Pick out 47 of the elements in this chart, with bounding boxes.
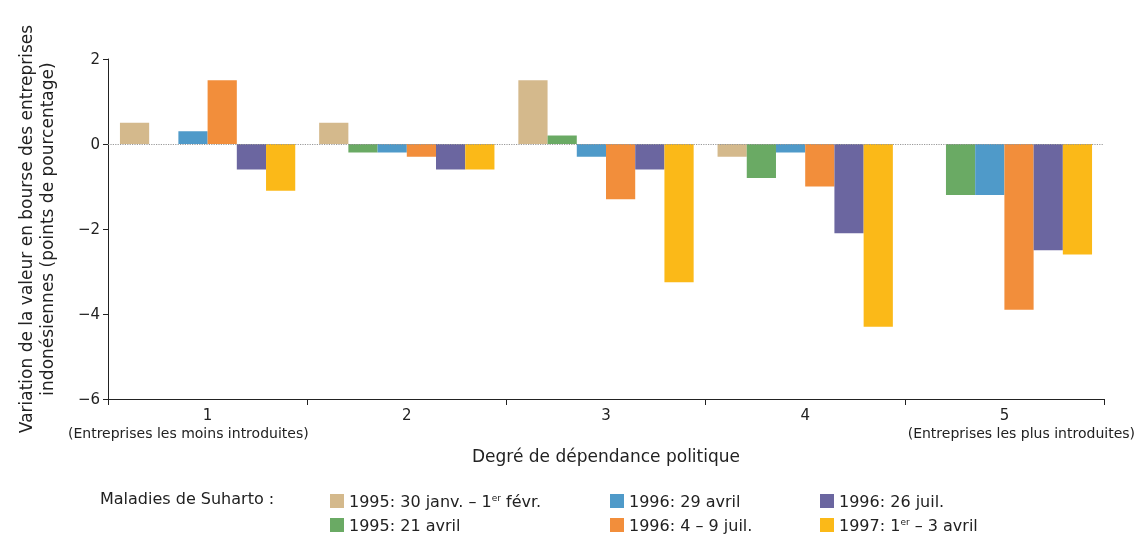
y-tick-label: −6 <box>77 390 100 408</box>
bar <box>834 144 864 234</box>
y-axis-title: Variation de la valeur en bourse des entreprises indonésiennes (points de pourcentage) <box>15 24 57 434</box>
bar <box>547 135 577 144</box>
x-tick-label: 3 <box>601 405 611 424</box>
legend-label: 1996: 29 avril <box>629 491 741 511</box>
x-tick-label: 4 <box>800 405 810 424</box>
bar <box>664 144 694 283</box>
bar <box>236 144 267 170</box>
bar <box>775 144 806 153</box>
bar <box>746 144 776 178</box>
bar <box>606 144 636 200</box>
x-tick-label: 5 <box>999 405 1010 424</box>
y-tick-label: 2 <box>90 50 100 68</box>
legend-label: 1996: 4 – 9 juil. <box>629 515 753 535</box>
bar <box>266 144 296 191</box>
y-tick-label: 0 <box>90 135 100 153</box>
bar <box>945 144 976 195</box>
legend-label: 1996: 26 juil. <box>839 491 945 511</box>
y-tick-label: −4 <box>77 305 100 323</box>
bar <box>975 144 1005 195</box>
bar <box>863 144 893 327</box>
bar <box>348 144 378 153</box>
y-tick-label: −2 <box>77 220 100 238</box>
bar <box>119 122 150 144</box>
bar <box>465 144 495 170</box>
bar <box>406 144 437 157</box>
bar <box>1033 144 1063 251</box>
text: (Entreprises les moins introduites) <box>68 425 309 441</box>
bar <box>178 131 208 144</box>
bar <box>436 144 466 170</box>
x-axis-title: Degré de dépendance politique <box>472 445 740 466</box>
bar <box>1062 144 1093 255</box>
x-tick-label: 2 <box>402 405 412 424</box>
bar <box>635 144 665 170</box>
bar <box>805 144 835 187</box>
legend-label: 1995: 21 avril <box>349 515 461 535</box>
bar <box>319 122 349 144</box>
bar <box>1004 144 1034 310</box>
bar <box>207 80 237 144</box>
x-tick-label: 1 <box>202 405 213 424</box>
legend-title: Maladies de Suharto : <box>100 488 275 508</box>
text: (Entreprises les plus introduites) <box>907 425 1136 441</box>
bar <box>377 144 407 153</box>
bar <box>518 80 548 144</box>
bar <box>576 144 606 157</box>
bar <box>717 144 747 157</box>
